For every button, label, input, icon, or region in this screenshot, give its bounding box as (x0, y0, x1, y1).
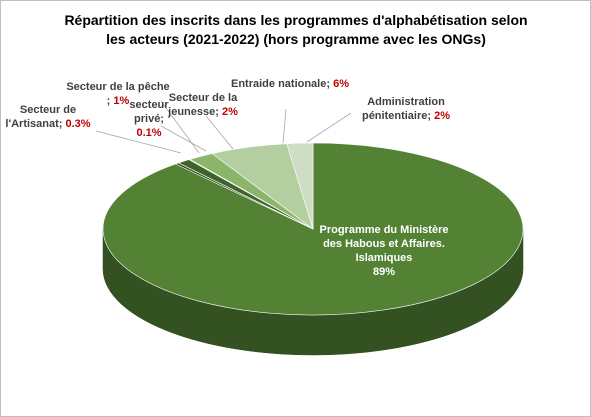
category-name: Entraide nationale; (231, 78, 331, 90)
value-label: 89% (372, 266, 396, 278)
leader-line (160, 100, 200, 154)
slice (286, 142, 314, 230)
category-name: secteur privé; (129, 99, 169, 125)
leader-line (160, 125, 207, 152)
category-name: Programme du Ministère des Habous et Aff… (319, 224, 449, 264)
value-label: 1% (113, 95, 130, 107)
value-label: 0.3% (65, 118, 91, 130)
data-label: secteur privé; 0.1% (123, 98, 175, 140)
category-name: Secteur de l'Artisanat; (5, 104, 77, 130)
leader-line (306, 112, 352, 143)
data-label: Secteur de l'Artisanat; 0.3% (3, 103, 93, 131)
value-label: 2% (221, 106, 238, 118)
data-label: Secteur de la pêche ; 1% (63, 80, 173, 108)
leader-line (95, 130, 182, 154)
leader-line (282, 108, 287, 144)
value-label: 2% (434, 110, 451, 122)
data-label: Programme du Ministère des Habous et Aff… (319, 223, 449, 279)
data-label: Entraide nationale; 6% (227, 77, 353, 91)
value-label: 0.1% (136, 127, 162, 139)
category-name: Secteur de la pêche ; (66, 81, 170, 107)
data-label: Secteur de la jeunesse; 2% (167, 91, 239, 119)
chart-title: Répartition des inscrits dans les progra… (64, 12, 528, 47)
value-label: 6% (333, 78, 349, 90)
data-label: Administration pénitentiaire; 2% (341, 95, 471, 123)
category-name: Administration pénitentiaire; (361, 96, 445, 122)
category-name: Secteur de la jeunesse; (168, 92, 238, 118)
leader-line (205, 115, 234, 150)
